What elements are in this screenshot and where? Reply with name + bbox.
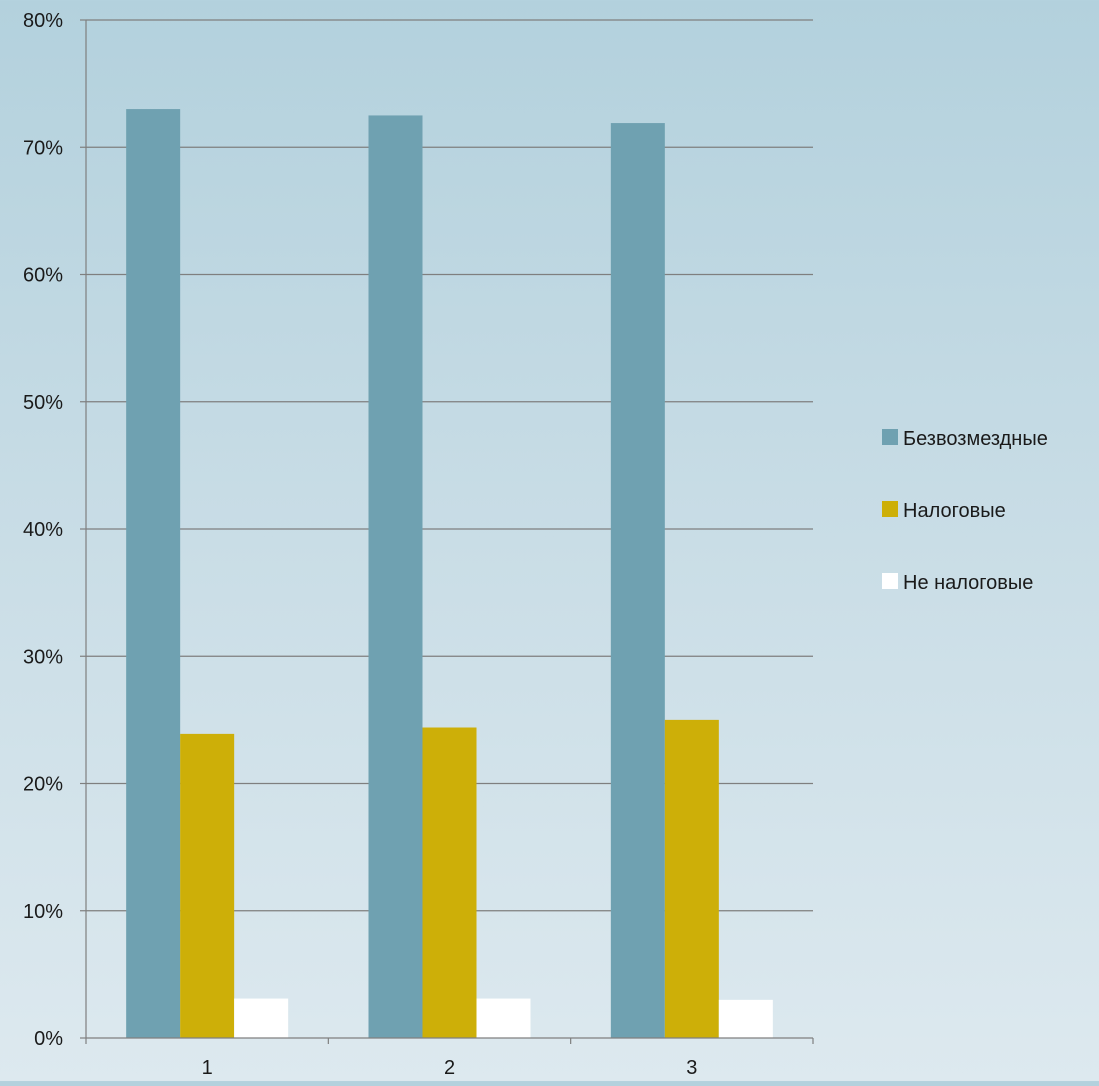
x-tick-labels: 1 2 3 (202, 1057, 698, 1079)
legend-label: Не налоговые (903, 572, 1033, 594)
legend-swatch (882, 573, 898, 589)
y-tick-label: 80% (23, 10, 63, 32)
y-tick-label: 40% (23, 519, 63, 541)
y-tick-label: 60% (23, 265, 63, 287)
legend-label: Налоговые (903, 500, 1006, 522)
x-tick-label: 2 (444, 1057, 455, 1079)
bar-Не налоговые-1 (234, 998, 289, 1038)
bar-Безвозмездные-3 (610, 123, 665, 1038)
axes (80, 19, 814, 1044)
bar-Налоговые-2 (422, 727, 477, 1038)
legend-swatch (882, 429, 898, 445)
y-tick-label: 10% (23, 901, 63, 923)
y-tick-label: 50% (23, 392, 63, 414)
y-tick-label: 70% (23, 137, 63, 159)
legend-swatch (882, 501, 898, 517)
legend: Безвозмездные Налоговые Не налоговые (882, 428, 1048, 594)
y-tick-label: 30% (23, 646, 63, 668)
legend-label: Безвозмездные (903, 428, 1048, 450)
bar-Не налоговые-2 (476, 998, 531, 1038)
bar-Безвозмездные-1 (126, 109, 181, 1038)
x-tick-label: 3 (686, 1057, 697, 1079)
bar-Налоговые-3 (664, 719, 719, 1038)
bar-Безвозмездные-2 (368, 115, 423, 1038)
y-tick-label: 20% (23, 774, 63, 796)
y-tick-label: 0% (34, 1028, 63, 1050)
x-tick-label: 1 (202, 1057, 213, 1079)
bar-Налоговые-1 (180, 733, 235, 1038)
y-tick-labels: 0% 10% 20% 30% 40% 50% 60% 70% 80% (23, 10, 63, 1050)
bars (126, 109, 773, 1038)
bar-Не налоговые-3 (718, 999, 773, 1038)
